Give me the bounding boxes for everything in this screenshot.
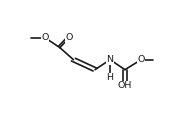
Text: O: O [41,33,49,42]
Text: H: H [107,73,114,82]
Text: O: O [66,33,73,42]
Text: O: O [138,55,145,64]
Text: OH: OH [118,81,132,90]
Text: N: N [107,55,114,64]
